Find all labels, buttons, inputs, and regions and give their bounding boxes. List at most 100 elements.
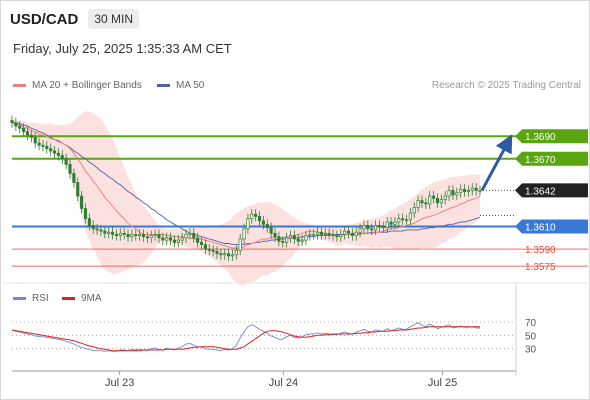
candle-body xyxy=(397,218,401,223)
ma20-swatch xyxy=(13,84,26,87)
level-label-13575: 1.3575 xyxy=(525,262,556,273)
candle-body xyxy=(111,231,115,235)
candle-body xyxy=(18,125,22,129)
ma50-legend-label: MA 50 xyxy=(176,80,205,91)
candle-body xyxy=(22,127,26,133)
candle-body xyxy=(184,234,188,239)
candle-body xyxy=(76,182,80,197)
candle-body xyxy=(80,195,84,209)
candle-body xyxy=(404,219,409,222)
x-tick-label: Jul 23 xyxy=(105,377,134,389)
candle-body xyxy=(416,200,420,208)
candle-body xyxy=(393,221,397,225)
bollinger-band xyxy=(12,111,480,286)
legend-ma50: MA 50 xyxy=(157,80,204,91)
candle-body xyxy=(246,218,250,230)
candle-body xyxy=(331,234,335,236)
rsi-tick-30: 30 xyxy=(525,345,537,356)
candle-body xyxy=(10,120,14,124)
candle-body xyxy=(134,234,138,236)
candle-body xyxy=(122,232,126,235)
candle-body xyxy=(261,220,265,225)
candle-body xyxy=(447,190,451,197)
level-tag-13670 xyxy=(515,151,588,166)
candle-body xyxy=(242,228,246,240)
candle-body xyxy=(68,164,72,174)
rsi-ma-line xyxy=(11,326,480,352)
level-tag-13690 xyxy=(515,129,588,144)
candle-body xyxy=(455,192,459,196)
candle-body xyxy=(358,228,362,233)
credit-label: Research © 2025 Trading Central xyxy=(431,80,581,91)
projection-arrow xyxy=(480,134,513,192)
candle-body xyxy=(281,240,285,243)
candle-body xyxy=(37,142,41,146)
candle-body xyxy=(335,235,339,238)
candle-body xyxy=(428,195,432,205)
rsi-legend-label: RSI xyxy=(32,293,49,304)
candle-body xyxy=(470,187,474,191)
candle-body xyxy=(377,225,381,227)
candle-body xyxy=(432,195,436,199)
candle-body xyxy=(95,228,99,231)
candle-body xyxy=(370,228,374,231)
candle-body xyxy=(215,251,219,254)
candle-body xyxy=(83,208,88,219)
candle-body xyxy=(14,122,18,127)
candle-body xyxy=(435,197,440,204)
candle-body xyxy=(64,158,68,165)
candle-body xyxy=(381,226,385,229)
candle-body xyxy=(466,190,470,192)
level-label-13610: 1.3610 xyxy=(525,223,556,234)
candle-body xyxy=(304,235,308,241)
rsi-tick-50: 50 xyxy=(525,331,537,342)
candle-body xyxy=(277,236,281,242)
candle-body xyxy=(72,173,76,183)
candle-body xyxy=(230,254,235,257)
candle-body xyxy=(412,207,416,214)
ma9-legend-label: 9MA xyxy=(81,293,102,304)
candle-body xyxy=(56,152,60,156)
candle-body xyxy=(29,134,33,138)
candle-body xyxy=(153,234,157,236)
candle-body xyxy=(114,234,118,236)
candle-body xyxy=(138,234,142,236)
candle-body xyxy=(141,234,146,238)
datetime-label: Friday, July 25, 2025 1:35:33 AM CET xyxy=(13,41,232,56)
candle-body xyxy=(366,225,370,230)
candle-body xyxy=(33,137,37,144)
level-tag-13610 xyxy=(515,219,588,234)
candle-body xyxy=(103,230,107,234)
timeframe-badge[interactable]: 30 MIN xyxy=(88,9,140,29)
candle-body xyxy=(462,188,467,192)
candle-body xyxy=(374,225,378,231)
x-tick-label: Jul 24 xyxy=(269,377,298,389)
candle-body xyxy=(292,235,296,240)
ma20-legend-label: MA 20 + Bollinger Bands xyxy=(32,80,142,91)
candle-body xyxy=(312,234,316,236)
candle-body xyxy=(273,232,277,238)
candle-body xyxy=(285,237,289,243)
candle-body xyxy=(223,253,227,256)
candle-body xyxy=(45,146,49,149)
candle-body xyxy=(60,155,64,160)
candle-body xyxy=(234,249,238,256)
candle-body xyxy=(196,237,200,243)
candle-body xyxy=(25,131,30,136)
candle-body xyxy=(439,199,443,204)
level-label-13590: 1.3590 xyxy=(525,245,556,256)
header: USD/CAD 30 MIN xyxy=(10,8,140,30)
level-label-13690: 1.3690 xyxy=(525,132,556,143)
candle-body xyxy=(459,188,463,194)
candle-body xyxy=(420,200,424,204)
candle-body xyxy=(389,221,393,225)
candle-body xyxy=(169,237,173,241)
x-tick-label: Jul 25 xyxy=(428,377,457,389)
candle-body xyxy=(107,231,111,234)
candle-body xyxy=(161,237,165,241)
candle-body xyxy=(180,237,184,241)
candle-body xyxy=(250,213,254,219)
candle-body xyxy=(91,225,95,230)
legend-rsi: RSI xyxy=(13,293,49,304)
candle-body xyxy=(203,244,207,250)
